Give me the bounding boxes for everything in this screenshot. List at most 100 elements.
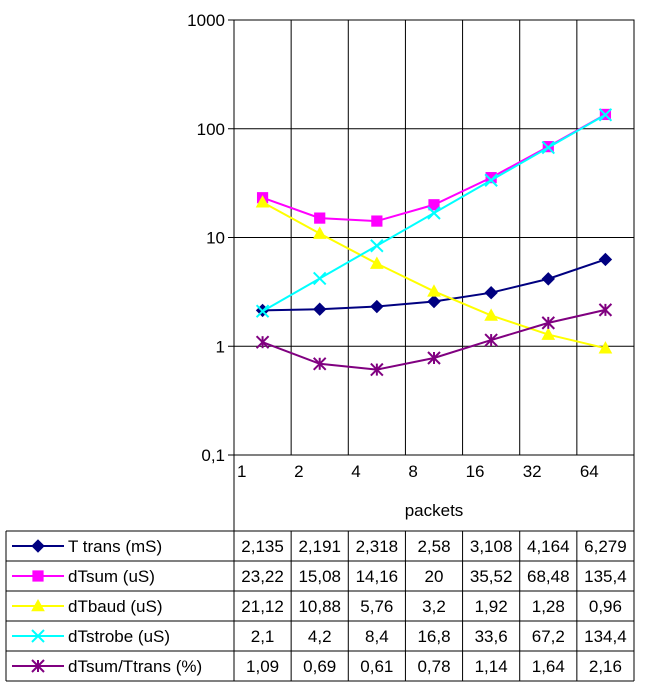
data-point [427,294,441,309]
table-cell-value: 1,09 [246,657,279,676]
data-point [371,215,383,227]
data-point [598,341,613,354]
marker-stroke [541,140,555,155]
table-cell-value: 20 [425,567,444,586]
data-point [598,303,613,317]
series-line [262,201,606,350]
data-point [598,252,613,267]
table-cell-value: 16,8 [417,627,450,646]
data-point [313,302,327,316]
table-cell-value: 4,2 [308,627,332,646]
data-point [484,285,498,300]
y-tick-label: 100 [197,120,225,139]
legend-marker [32,570,44,582]
table-cell-value: 4,164 [527,537,570,556]
data-point [484,173,498,187]
data-point [427,284,441,297]
data-point [541,272,555,286]
y-tick-label: 1000 [187,11,225,30]
marker-stroke [598,108,613,122]
data-point [484,308,498,321]
table-cell-value: 6,279 [584,537,627,556]
table-cell-value: 2,318 [356,537,399,556]
x-tick-label: 4 [351,462,360,481]
table-cell-value: 67,2 [532,627,565,646]
legend-label: dTsum/Ttrans (%) [68,657,202,676]
marker-stroke [427,206,441,220]
marker-stroke [313,271,327,286]
data-point [314,212,326,224]
data-point [428,199,440,211]
legend-label: dTstrobe (uS) [68,627,170,646]
table-cell-value: 35,52 [470,567,513,586]
y-tick-label: 1 [216,337,225,356]
data-point [541,327,556,340]
table-cell-value: 23,22 [241,567,284,586]
grid-layer [228,19,635,456]
table-cell-value: 135,4 [584,567,627,586]
table-cell-value: 1,92 [475,597,508,616]
legend-marker [31,539,45,553]
table-cell-value: 134,4 [584,627,627,646]
marker-stroke [255,304,270,318]
data-table [5,455,635,682]
table-cell-value: 2,1 [251,627,275,646]
y-tick-label: 0,1 [201,446,225,465]
x-tick-label: 64 [580,462,599,481]
data-point [370,362,384,377]
table-cell-value: 3,108 [470,537,513,556]
table-cell-value: 0,78 [417,657,450,676]
label-layer: 0,1 1 10 100 1000 1 2 4 8 16 32 64 packets T trans (m… [68,11,627,676]
table-cell-value: 8,4 [365,627,389,646]
data-point [255,195,270,208]
x-tick-label: 2 [294,462,303,481]
y-tick-label: 10 [206,229,225,248]
x-axis-title: packets [405,501,464,520]
legend-marker [31,629,45,643]
data-point [313,357,327,371]
x-tick-label: 1 [237,462,246,481]
legend-label: dTsum (uS) [68,567,155,586]
table-cell-value: 0,69 [303,657,336,676]
data-point [313,271,327,286]
data-point [370,299,384,314]
data-point [312,226,327,239]
table-cell-value: 1,14 [475,657,508,676]
table-cell-value: 2,135 [241,537,284,556]
marker-stroke [484,173,498,187]
data-point [255,335,270,349]
table-cell-value: 2,58 [417,537,450,556]
data-point [598,108,613,122]
table-cell-value: 15,08 [298,567,341,586]
table-cell-value: 0,96 [589,597,622,616]
plot-area [233,19,635,456]
table-cell-value: 33,6 [475,627,508,646]
table-cell-value: 1,64 [532,657,565,676]
table-cell-value: 2,191 [298,537,341,556]
table-cell-value: 3,2 [422,597,446,616]
data-point [484,333,498,347]
data-point [255,304,270,318]
legend-marker [31,659,45,673]
marker-stroke [31,629,45,643]
table-cell-value: 14,16 [356,567,399,586]
table-cell-value: 0,61 [360,657,393,676]
data-point [541,316,555,330]
table-cell-value: 2,16 [589,657,622,676]
legend-marker [31,598,45,612]
table-cell-value: 5,76 [360,597,393,616]
data-point [370,239,384,253]
table-cell-value: 21,12 [241,597,284,616]
series-layer [255,108,613,377]
data-point [427,351,441,365]
legend-label: T trans (mS) [68,537,162,556]
table-cell-value: 10,88 [298,597,341,616]
legend-label: dTbaud (uS) [68,597,163,616]
marker-stroke [370,239,384,253]
data-point [541,140,555,155]
x-tick-label: 16 [466,462,485,481]
data-point [370,256,384,269]
table-cell-value: 68,48 [527,567,570,586]
